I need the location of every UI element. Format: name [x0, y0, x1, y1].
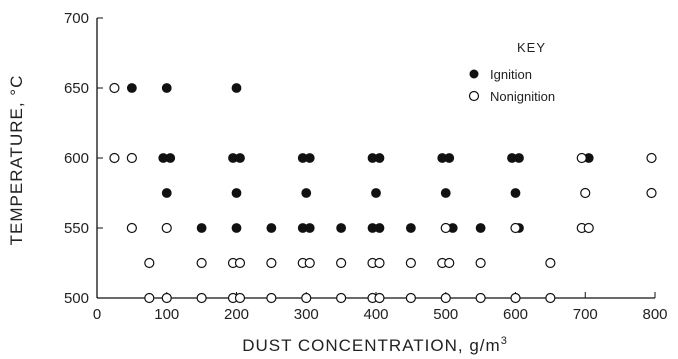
y-axis-title: TEMPERATURE, °C: [7, 75, 26, 246]
ignition-point: [510, 188, 521, 198]
nonignition-point: [646, 187, 657, 199]
nonignition-point: [336, 292, 347, 304]
ignition-point: [161, 188, 172, 198]
legend: KEY Ignition Nonignition: [468, 40, 555, 104]
nonignition-point: [126, 222, 137, 234]
x-tick-label: 300: [294, 306, 319, 323]
nonignition-point: [161, 222, 172, 234]
x-tick-label: 700: [573, 306, 598, 323]
nonignition-point: [646, 152, 657, 164]
ignition-point: [301, 188, 312, 198]
y-tick-label: 500: [64, 290, 89, 307]
ignition-point: [165, 153, 176, 163]
nonignition-point: [475, 257, 486, 269]
nonignition-point: [266, 257, 277, 269]
ignition-point: [371, 188, 381, 198]
nonignition-point: [583, 222, 594, 234]
nonignition-point: [374, 292, 385, 304]
ignition-point: [444, 153, 455, 163]
nonignition-point: [545, 257, 556, 269]
y-tick-label: 650: [64, 80, 89, 97]
ignition-point: [336, 223, 347, 233]
ignition-point: [235, 153, 245, 163]
nonignition-point: [475, 292, 486, 304]
nonignition-point: [234, 292, 246, 304]
y-tick-label: 550: [64, 220, 89, 237]
ignition-point: [374, 153, 385, 163]
nonignition-point: [580, 187, 591, 199]
ignition-point: [266, 223, 277, 233]
nonignition-point: [109, 82, 120, 94]
ignition-point: [374, 223, 385, 233]
legend-marker-ignition: [469, 69, 479, 79]
nonignition-point: [405, 292, 416, 304]
nonignition-point: [234, 257, 246, 269]
nonignition-point: [301, 292, 312, 304]
ignition-point: [304, 223, 315, 233]
nonignition-point: [161, 292, 172, 304]
nonignition-point: [144, 292, 155, 304]
nonignition-point: [374, 257, 385, 269]
nonignition-point: [196, 257, 207, 269]
ignition-point: [475, 223, 486, 233]
nonignition-point: [576, 152, 587, 164]
x-tick-label: 400: [363, 306, 388, 323]
legend-marker-nonignition: [468, 90, 480, 102]
ignition-point: [231, 223, 242, 233]
nonignition-point: [266, 292, 277, 304]
data-points: [109, 82, 657, 304]
nonignition-point: [405, 257, 416, 269]
x-tick-label: 200: [224, 306, 249, 323]
y-tick-label: 700: [64, 10, 89, 27]
nonignition-point: [545, 292, 556, 304]
ignition-point: [514, 153, 524, 163]
legend-label-ignition: Ignition: [490, 67, 532, 82]
nonignition-point: [126, 152, 137, 164]
legend-label-nonignition: Nonignition: [490, 89, 555, 104]
x-tick-label: 0: [93, 306, 101, 323]
nonignition-point: [196, 292, 207, 304]
nonignition-point: [510, 292, 521, 304]
x-tick-label: 800: [642, 306, 667, 323]
ignition-point: [405, 223, 416, 233]
nonignition-point: [440, 222, 451, 234]
x-axis-title-superscript: 3: [501, 335, 508, 347]
ignition-point: [231, 83, 242, 93]
nonignition-point: [109, 152, 120, 164]
nonignition-point: [444, 257, 455, 269]
nonignition-point: [510, 222, 521, 234]
ignition-point: [231, 188, 242, 198]
ticks: 0 100 200 300 400 500 600 700 800 500 550 600 650 700: [64, 10, 668, 323]
x-axis-title: DUST CONCENTRATION, g/m3: [242, 335, 508, 355]
ignition-point: [196, 223, 207, 233]
nonignition-point: [336, 257, 347, 269]
nonignition-point: [440, 292, 451, 304]
nonignition-point: [304, 257, 315, 269]
legend-title: KEY: [517, 40, 546, 55]
ignition-point: [126, 83, 137, 93]
x-tick-label: 100: [154, 306, 179, 323]
nonignition-point: [144, 257, 155, 269]
x-tick-label: 500: [433, 306, 458, 323]
ignition-point: [304, 153, 315, 163]
y-tick-label: 600: [64, 150, 89, 167]
x-axis-title-text: DUST CONCENTRATION, g/m: [242, 336, 501, 355]
ignition-point: [440, 188, 451, 198]
x-tick-label: 600: [503, 306, 528, 323]
ignition-point: [161, 83, 172, 93]
